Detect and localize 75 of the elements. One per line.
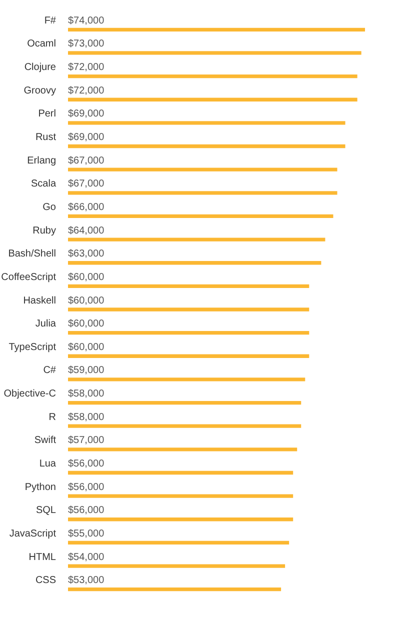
data-label: $60,000 [68, 342, 105, 353]
data-label: $58,000 [68, 388, 105, 400]
data-label: $69,000 [68, 108, 105, 120]
data-label: $56,000 [68, 458, 105, 470]
data-label: $63,000 [68, 248, 105, 260]
y-tick-label: SQL [36, 505, 56, 516]
bar [68, 494, 294, 498]
y-tick-label: CoffeeScript [1, 272, 56, 283]
data-label: $69,000 [68, 132, 105, 144]
data-label: $72,000 [68, 62, 105, 74]
data-label: $60,000 [68, 272, 105, 283]
y-tick-label: JavaScript [9, 528, 56, 540]
y-tick-label: HTML [28, 552, 56, 563]
y-tick-label: C# [43, 365, 56, 376]
y-tick-label: Swift [34, 435, 56, 446]
bar [68, 191, 338, 195]
bar [68, 354, 310, 358]
y-tick-label: Erlang [27, 155, 56, 166]
bar [68, 168, 338, 172]
bar [68, 448, 298, 452]
y-tick-label: Groovy [24, 85, 56, 96]
bar [68, 144, 346, 148]
data-label: $74,000 [68, 15, 105, 26]
data-label: $56,000 [68, 482, 105, 493]
data-label: $56,000 [68, 505, 105, 516]
bar [68, 378, 306, 382]
data-label: $64,000 [68, 225, 105, 236]
y-tick-label: Lua [39, 458, 56, 470]
y-tick-label: Haskell [23, 295, 56, 306]
bar [68, 261, 322, 265]
data-label: $54,000 [68, 552, 105, 563]
bar [68, 424, 302, 428]
y-tick-label: Objective-C [4, 388, 56, 400]
bar [68, 588, 282, 592]
y-tick-label: Clojure [24, 62, 56, 74]
y-tick-label: Scala [30, 178, 56, 190]
y-tick-label: Bash/Shell [8, 248, 56, 260]
y-tick-label: Julia [35, 318, 56, 330]
data-label: $67,000 [68, 178, 105, 190]
y-tick-label: Go [42, 202, 56, 213]
y-tick-label: Rust [35, 132, 56, 144]
bar [68, 284, 310, 288]
y-tick-label: F# [44, 15, 56, 26]
bar [68, 214, 334, 218]
y-tick-label: CSS [35, 575, 56, 586]
bar [68, 540, 290, 545]
y-tick-label: Python [24, 482, 56, 493]
bar [68, 121, 346, 125]
y-tick-label: Ruby [32, 225, 56, 236]
bar [68, 238, 326, 242]
bar [68, 518, 294, 522]
data-label: $60,000 [68, 318, 105, 330]
y-tick-label: Ocaml [27, 38, 56, 50]
data-label: $67,000 [68, 155, 105, 166]
data-label: $58,000 [68, 412, 105, 423]
data-label: $73,000 [68, 38, 105, 50]
bar [68, 308, 310, 312]
data-label: $60,000 [68, 295, 105, 306]
data-label: $55,000 [68, 528, 105, 540]
data-label: $66,000 [68, 202, 105, 213]
bar [68, 400, 302, 405]
y-tick-label: TypeScript [8, 342, 56, 353]
bar [68, 74, 358, 78]
bar [68, 330, 310, 335]
data-label: $57,000 [68, 435, 105, 446]
data-label: $59,000 [68, 365, 105, 376]
bar [68, 98, 358, 102]
bar [68, 28, 365, 32]
bar [68, 564, 286, 568]
y-tick-label: Perl [38, 108, 56, 120]
data-label: $53,000 [68, 575, 105, 586]
bar [68, 51, 362, 55]
bar [68, 470, 294, 475]
data-label: $72,000 [68, 85, 105, 96]
y-tick-label: R [48, 412, 56, 423]
